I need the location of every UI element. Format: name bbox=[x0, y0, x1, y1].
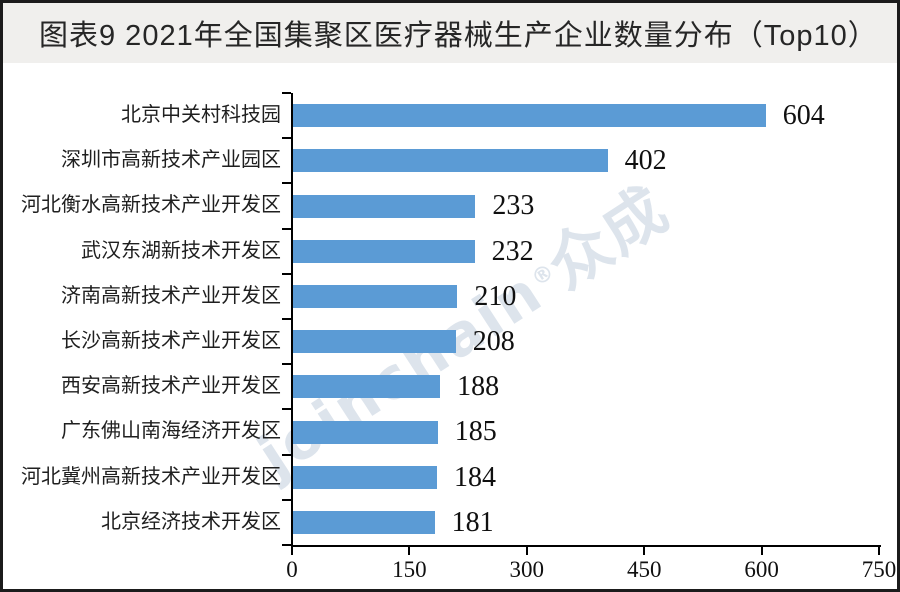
x-axis-tick bbox=[760, 547, 763, 555]
bar-value-label: 232 bbox=[491, 235, 534, 267]
y-axis-tick bbox=[282, 318, 291, 320]
bar bbox=[293, 194, 476, 218]
bar bbox=[293, 104, 766, 128]
bar-value-label: 181 bbox=[451, 506, 494, 538]
category-label: 济南高新技术产业开发区 bbox=[61, 284, 281, 307]
category-label: 深圳市高新技术产业园区 bbox=[61, 149, 281, 172]
x-axis-tick bbox=[291, 547, 293, 555]
y-axis-tick bbox=[282, 498, 291, 501]
x-axis-tick bbox=[525, 547, 528, 555]
y-axis-tick bbox=[282, 363, 291, 366]
category-label: 河北衡水高新技术产业开发区 bbox=[21, 194, 281, 217]
category-label: 北京中关村科技园 bbox=[121, 104, 281, 126]
bar-value-label: 184 bbox=[454, 461, 496, 493]
y-axis-tick bbox=[282, 408, 291, 411]
bar bbox=[293, 239, 475, 263]
x-axis-tick-label: 750 bbox=[861, 557, 897, 582]
bar-value-label: 604 bbox=[782, 100, 825, 131]
y-axis-tick bbox=[282, 92, 291, 94]
bar bbox=[293, 375, 441, 399]
bar-value-label: 185 bbox=[454, 416, 497, 448]
y-axis-tick bbox=[282, 453, 291, 456]
category-label: 长沙高新技术产业开发区 bbox=[61, 330, 281, 352]
bar bbox=[293, 510, 435, 534]
chart-title-bar: 图表9 2021年全国集聚区医疗器械生产企业数量分布（Top10） bbox=[3, 3, 897, 63]
x-axis-tick-label: 450 bbox=[626, 557, 662, 582]
chart-title: 图表9 2021年全国集聚区医疗器械生产企业数量分布（Top10） bbox=[39, 20, 878, 52]
y-axis-line bbox=[291, 93, 293, 547]
y-axis-tick bbox=[282, 137, 291, 140]
x-axis-tick-label: 600 bbox=[744, 557, 779, 582]
x-axis-tick-label: 300 bbox=[509, 557, 545, 582]
bar bbox=[293, 284, 458, 308]
bar-value-label: 402 bbox=[624, 145, 667, 177]
bar-value-label: 188 bbox=[457, 371, 500, 403]
y-axis-tick bbox=[282, 272, 291, 275]
bar bbox=[293, 149, 608, 173]
x-axis-tick bbox=[408, 547, 411, 555]
category-label: 广东佛山南海经济开发区 bbox=[61, 420, 281, 443]
bar-value-label: 208 bbox=[472, 326, 515, 357]
y-axis-tick bbox=[282, 227, 291, 230]
x-axis-tick bbox=[643, 547, 646, 555]
watermark-suffix: 众成 bbox=[534, 171, 682, 303]
category-label: 武汉东湖新技术开发区 bbox=[81, 239, 281, 262]
category-label: 西安高新技术产业开发区 bbox=[61, 375, 281, 398]
category-label: 河北冀州高新技术产业开发区 bbox=[21, 465, 281, 488]
bar bbox=[293, 420, 438, 444]
y-axis-tick bbox=[282, 544, 291, 546]
category-label: 北京经济技术开发区 bbox=[101, 510, 281, 533]
bar bbox=[293, 465, 437, 489]
bar-value-label: 210 bbox=[474, 280, 517, 312]
bar-value-label: 233 bbox=[492, 190, 535, 222]
x-axis-tick-label: 150 bbox=[392, 557, 427, 582]
x-axis-tick bbox=[878, 547, 880, 555]
bar bbox=[293, 330, 456, 354]
y-axis-tick bbox=[282, 182, 291, 185]
x-axis-tick-label: 0 bbox=[286, 557, 298, 582]
x-axis-line bbox=[291, 545, 881, 547]
